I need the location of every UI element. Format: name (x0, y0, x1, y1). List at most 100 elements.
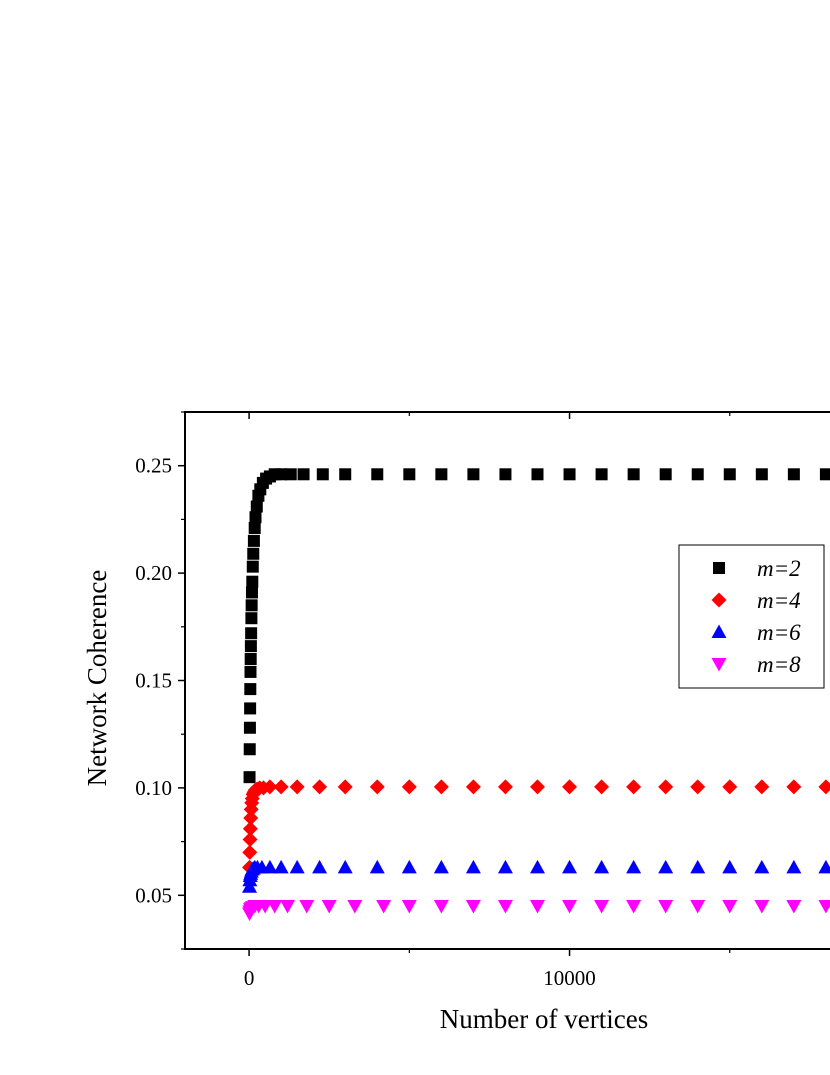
data-point (312, 779, 328, 795)
data-point (284, 468, 297, 481)
data-point (312, 859, 328, 874)
data-point (267, 900, 283, 914)
data-point (722, 900, 738, 914)
legend-marker (711, 658, 727, 672)
data-point (403, 468, 416, 481)
data-point (499, 468, 512, 481)
data-point (433, 900, 449, 914)
legend-marker (711, 624, 727, 638)
data-point (722, 859, 738, 874)
data-point (723, 468, 736, 481)
data-point (321, 900, 337, 914)
axes-layer: 0.050.100.150.200.2501000020000 (135, 411, 731, 990)
data-point (787, 468, 800, 481)
data-point (243, 721, 256, 734)
data-point (244, 665, 257, 678)
data-point (316, 468, 329, 481)
data-point (818, 900, 830, 914)
data-point (337, 779, 353, 795)
data-point (467, 468, 480, 481)
data-point (691, 468, 704, 481)
data-point (594, 779, 610, 795)
data-point (273, 859, 289, 874)
data-point (401, 900, 417, 914)
data-point (247, 547, 260, 560)
data-point (594, 859, 610, 874)
data-point (497, 859, 513, 874)
data-point (627, 468, 640, 481)
data-point (465, 859, 481, 874)
data-point (244, 653, 257, 666)
data-point (248, 521, 261, 534)
data-point (262, 779, 278, 795)
y-tick-label: 0.15 (135, 669, 172, 693)
data-point (244, 683, 257, 696)
y-axis-title: Network Coherence (82, 570, 112, 787)
series-3 (242, 859, 830, 893)
x-tick-label: 10000 (543, 966, 596, 990)
legend-label: m=2 (757, 556, 801, 581)
x-tick-label: 0 (244, 966, 255, 990)
data-point (626, 859, 642, 874)
data-point (245, 599, 258, 612)
data-point (755, 468, 768, 481)
legend-label: m=8 (757, 652, 801, 677)
data-point (658, 779, 674, 795)
data-point (819, 468, 830, 481)
data-point (244, 702, 257, 715)
data-point (246, 560, 259, 573)
data-point (401, 779, 417, 795)
data-point (245, 586, 258, 599)
series-1 (243, 468, 830, 784)
data-point (754, 859, 770, 874)
data-point (262, 859, 278, 874)
data-point (786, 859, 802, 874)
data-point (299, 900, 315, 914)
data-point (818, 859, 830, 874)
data-point (659, 468, 672, 481)
data-point (497, 900, 513, 914)
data-point (433, 859, 449, 874)
data-point (562, 859, 578, 874)
y-tick-label: 0.10 (135, 776, 172, 800)
data-point (563, 468, 576, 481)
data-point (401, 859, 417, 874)
data-point (246, 575, 259, 588)
data-point (347, 900, 363, 914)
data-point (297, 468, 310, 481)
data-point (626, 900, 642, 914)
data-point (243, 771, 256, 784)
data-point (530, 779, 545, 795)
data-point (242, 844, 258, 860)
data-point (247, 534, 260, 547)
data-point (433, 779, 449, 795)
legend-box (678, 544, 825, 689)
legend-marker (713, 562, 725, 574)
data-point (497, 779, 513, 795)
data-point (289, 859, 305, 874)
data-point (786, 900, 802, 914)
data-point (244, 640, 257, 653)
series-4 (242, 900, 830, 922)
data-point (242, 821, 258, 837)
data-point (722, 779, 738, 795)
data-point (376, 900, 392, 914)
y-tick-label: 0.25 (135, 454, 172, 478)
y-tick-label: 0.05 (135, 883, 172, 907)
data-point (465, 900, 481, 914)
legend-label: m=4 (757, 588, 801, 613)
data-point (626, 779, 642, 795)
data-point (465, 779, 481, 795)
legend: m=2 m=4 m=6 m=8 (678, 544, 825, 689)
data-point (754, 900, 770, 914)
data-point (562, 779, 578, 795)
x-axis-title: Number of vertices (440, 1004, 648, 1034)
data-point (369, 779, 385, 795)
data-point (245, 627, 258, 640)
data-point (243, 810, 259, 826)
y-tick-label: 0.20 (135, 561, 172, 585)
data-point (595, 468, 608, 481)
data-point (658, 900, 674, 914)
data-point (257, 900, 273, 914)
